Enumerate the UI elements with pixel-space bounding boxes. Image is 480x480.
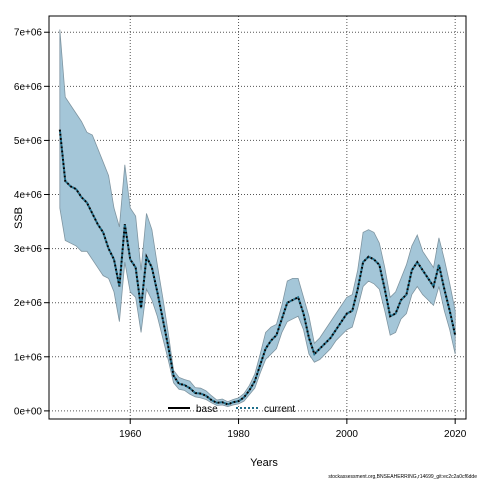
x-tick-label: 2000: [336, 429, 359, 440]
y-tick-label: 7e+06: [14, 28, 43, 39]
y-tick-label: 4e+06: [14, 190, 43, 201]
x-tick-label: 2020: [444, 429, 467, 440]
y-tick-label: 1e+06: [14, 352, 43, 363]
series-line-current-overlay: [58, 129, 457, 406]
series-line-current: [58, 129, 457, 406]
y-tick-label: 5e+06: [14, 136, 43, 147]
legend: base current: [168, 404, 295, 415]
y-tick-label: 2e+06: [14, 298, 43, 309]
x-axis: 1960 1980 2000 2020: [119, 419, 467, 440]
credit-text: stockassessment.org,BNSEAHERRING,r14699_…: [328, 474, 477, 480]
y-axis-title: SSB: [13, 207, 25, 229]
y-tick-label: 0e+00: [14, 406, 43, 417]
confidence-band: [59, 29, 456, 407]
y-tick-label: 6e+06: [14, 82, 43, 93]
x-tick-label: 1960: [119, 429, 142, 440]
legend-base-label: base: [196, 404, 218, 415]
x-axis-title: Years: [250, 457, 278, 469]
legend-current-label: current: [264, 404, 295, 415]
y-axis: 0e+00 1e+06 2e+06 3e+06 4e+06 5e+06 6e+06 7e+06: [14, 28, 49, 417]
y-tick-label: 3e+06: [14, 244, 43, 255]
plot-frame: [48, 15, 467, 420]
x-tick-label: 1980: [227, 429, 250, 440]
